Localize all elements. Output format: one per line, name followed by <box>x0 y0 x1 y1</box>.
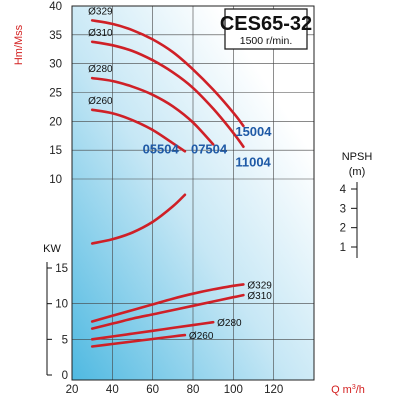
power-curve <box>90 320 215 341</box>
npsh-tick-label: 3 <box>340 203 346 215</box>
head-curve <box>90 19 245 128</box>
npsh-tick-label: 2 <box>340 223 346 235</box>
npsh-curve <box>90 193 187 245</box>
head-curve <box>90 108 187 153</box>
head-tick-label: 15 <box>49 145 62 157</box>
model-label: 15004 <box>235 124 272 139</box>
curve-labels: Ø329Ø310Ø280Ø260Ø329Ø310Ø280Ø26015004055… <box>88 6 272 342</box>
head-curve-label: Ø260 <box>88 96 113 107</box>
x-tick-label: 40 <box>106 384 119 396</box>
power-curve-label: Ø260 <box>189 331 214 342</box>
power-curve <box>90 293 245 330</box>
tick-labels: 20 40 60 80 100 120 40 35 30 25 20 15 10 15 10 5 0 4 3 2 1 <box>47 1 357 396</box>
head-tick-label: 40 <box>49 1 62 13</box>
x-tick-label: 100 <box>224 384 243 396</box>
power-tick-label: 5 <box>62 334 68 346</box>
x-axis-label: Q m3/h <box>331 384 365 396</box>
npsh-axis-unit: (m) <box>349 166 366 178</box>
head-tick-label: 25 <box>49 88 62 100</box>
power-tick-label: 10 <box>55 299 68 311</box>
power-tick-label: 15 <box>55 263 68 275</box>
chart-title: CES65-32 <box>220 13 312 35</box>
curves <box>90 19 245 348</box>
npsh-tick-label: 4 <box>340 184 347 196</box>
head-tick-label: 10 <box>49 174 62 186</box>
x-tick-label: 80 <box>187 384 200 396</box>
npsh-tick-label: 1 <box>340 242 346 254</box>
model-label: 05504 <box>143 142 180 157</box>
head-tick-label: 20 <box>49 116 62 128</box>
x-tick-label: 20 <box>66 384 79 396</box>
power-curve <box>90 283 245 323</box>
plot-frame <box>71 5 315 381</box>
power-curve-label: Ø329 <box>247 280 272 291</box>
title-box <box>224 8 308 50</box>
power-tick-label: 0 <box>62 370 68 382</box>
chart-subtitle: 1500 r/min. <box>240 35 293 47</box>
power-axis-label: KW <box>43 243 61 255</box>
head-curve <box>90 76 215 146</box>
power-curve <box>90 333 187 348</box>
head-axis-label: Hm/Mss <box>13 24 25 65</box>
head-curve-label: Ø329 <box>88 6 113 17</box>
head-curve-label: Ø310 <box>88 28 113 39</box>
power-curve-label: Ø280 <box>217 318 242 329</box>
head-curve <box>90 40 245 148</box>
x-tick-label: 120 <box>264 384 283 396</box>
npsh-axis-label: NPSH <box>342 151 373 163</box>
model-label: 11004 <box>235 154 271 169</box>
model-label: 07504 <box>191 142 228 157</box>
power-curve-label: Ø310 <box>247 291 272 302</box>
head-curve-label: Ø280 <box>88 64 113 75</box>
head-tick-label: 35 <box>49 30 62 42</box>
head-tick-label: 30 <box>49 59 62 71</box>
x-tick-label: 60 <box>146 384 159 396</box>
